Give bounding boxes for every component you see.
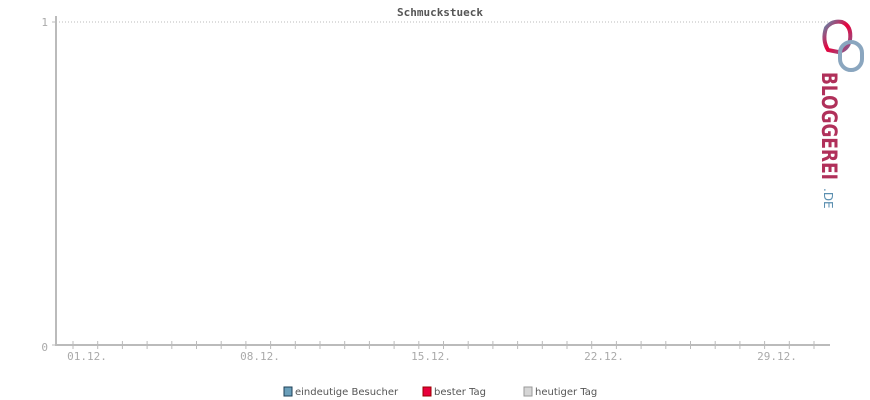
x-tick-label: 01.12. (67, 350, 107, 363)
x-tick-label: 29.12. (757, 350, 797, 363)
y-tick-label: 0 (41, 341, 48, 354)
logo-ring-icon (838, 40, 864, 72)
logo-ring-icon (822, 19, 853, 55)
x-tick-label: 22.12. (584, 350, 624, 363)
x-tick-label: 08.12. (240, 350, 280, 363)
legend-swatch-visitors (283, 386, 293, 397)
bloggerei-logo: BLOGGEREI .DE (817, 19, 864, 209)
y-tick-label: 1 (41, 16, 48, 29)
chart-title: Schmuckstueck (397, 6, 483, 19)
x-tick-label: 15.12. (411, 350, 451, 363)
logo-wordmark: BLOGGEREI (817, 72, 841, 180)
legend: eindeutige Besucher bester Tag heutiger … (283, 386, 597, 398)
legend-swatch-today (523, 386, 533, 397)
legend-swatch-best-day (422, 386, 432, 397)
legend-label: bester Tag (434, 387, 486, 398)
legend-label: heutiger Tag (535, 387, 597, 398)
legend-label: eindeutige Besucher (295, 387, 399, 398)
logo-domain: .DE (821, 188, 835, 209)
